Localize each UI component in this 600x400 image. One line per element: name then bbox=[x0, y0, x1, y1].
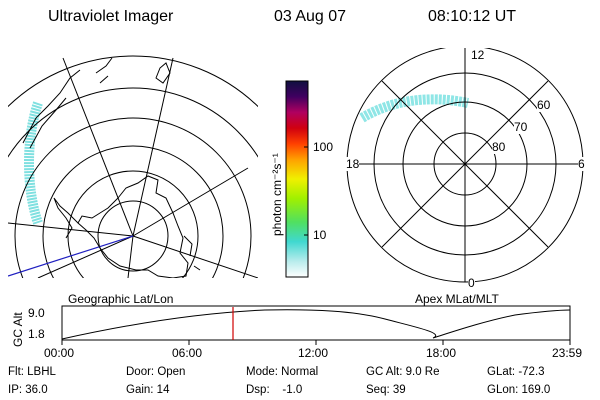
altitude-timeline bbox=[61, 305, 571, 345]
altitude-plot-frame bbox=[61, 305, 571, 341]
meridian-line bbox=[132, 57, 174, 237]
colorbar-tick-100: 100 bbox=[313, 140, 334, 154]
apex-caption: Apex MLat/MLT bbox=[415, 292, 499, 306]
x-tick-label: 18:00 bbox=[426, 346, 457, 360]
aurora-band bbox=[24, 101, 43, 225]
geographic-map bbox=[8, 55, 258, 278]
latitude-circle bbox=[67, 170, 199, 278]
aurora-arc bbox=[359, 94, 470, 123]
time-label: 08:10:12 UT bbox=[428, 8, 517, 25]
mlt-label-12: 12 bbox=[471, 48, 485, 62]
colorbar-tick-10: 10 bbox=[313, 228, 327, 242]
magnetic-midnight-line bbox=[8, 235, 134, 277]
mlt-label-6: 6 bbox=[578, 157, 585, 171]
latitude-circle bbox=[42, 145, 224, 278]
coastline bbox=[95, 57, 113, 84]
mlt-label-0: 0 bbox=[468, 276, 475, 290]
info-gc-alt: GC Alt: 9.0 Re bbox=[366, 366, 440, 378]
meridian-line bbox=[62, 57, 134, 237]
info-flt: Flt: LBHL bbox=[8, 366, 56, 378]
coastline bbox=[183, 235, 201, 271]
colorbar bbox=[285, 80, 309, 278]
meridian-line bbox=[37, 235, 134, 278]
altitude-ytick-min: 1.8 bbox=[28, 327, 45, 341]
meridian-line bbox=[8, 222, 134, 237]
altitude-ytick-max: 9.0 bbox=[28, 306, 45, 320]
latitude-circle bbox=[8, 55, 258, 108]
mlt-line-diagonal bbox=[381, 80, 549, 248]
x-tick-label: 23:59 bbox=[552, 346, 583, 360]
latitude-circle bbox=[97, 200, 169, 272]
info-ip: IP: 36.0 bbox=[8, 384, 48, 396]
latitude-circle bbox=[8, 87, 258, 158]
info-dsp: Dsp: -1.0 bbox=[246, 384, 303, 396]
altitude-curve bbox=[61, 309, 571, 340]
date-label: 03 Aug 07 bbox=[274, 8, 347, 25]
info-gain: Gain: 14 bbox=[126, 384, 170, 396]
meridian-line bbox=[132, 167, 249, 237]
new-zealand-coastline bbox=[155, 62, 171, 84]
mlat-label-80: 80 bbox=[492, 140, 506, 154]
coastline bbox=[29, 97, 67, 149]
colorbar-unit-label: photon cm⁻²s⁻¹ bbox=[270, 153, 284, 236]
x-tick-label: 12:00 bbox=[298, 346, 329, 360]
south-america-coastline bbox=[22, 69, 81, 144]
altitude-ylabel: GC Alt bbox=[11, 312, 25, 347]
info-seq: Seq: 39 bbox=[366, 384, 406, 396]
antarctic-peninsula bbox=[53, 197, 79, 239]
mlt-label-18: 18 bbox=[346, 157, 360, 171]
geographic-caption: Geographic Lat/Lon bbox=[68, 292, 174, 306]
info-glat: GLat: -72.3 bbox=[487, 366, 545, 378]
antarctica-coastline bbox=[77, 175, 189, 278]
info-door: Door: Open bbox=[126, 366, 186, 378]
x-tick-label: 00:00 bbox=[44, 346, 75, 360]
info-mode: Mode: Normal bbox=[246, 366, 319, 378]
instrument-title: Ultraviolet Imager bbox=[48, 8, 174, 25]
info-glon: GLon: 169.0 bbox=[487, 384, 551, 396]
mlat-label-60: 60 bbox=[537, 98, 551, 112]
mlat-label-70: 70 bbox=[514, 120, 528, 134]
meridian-line bbox=[127, 235, 134, 278]
latitude-circle bbox=[14, 117, 252, 278]
x-tick-label: 06:00 bbox=[172, 346, 203, 360]
meridian-line bbox=[132, 235, 258, 278]
polar-mlat-mlt-plot bbox=[346, 48, 584, 283]
